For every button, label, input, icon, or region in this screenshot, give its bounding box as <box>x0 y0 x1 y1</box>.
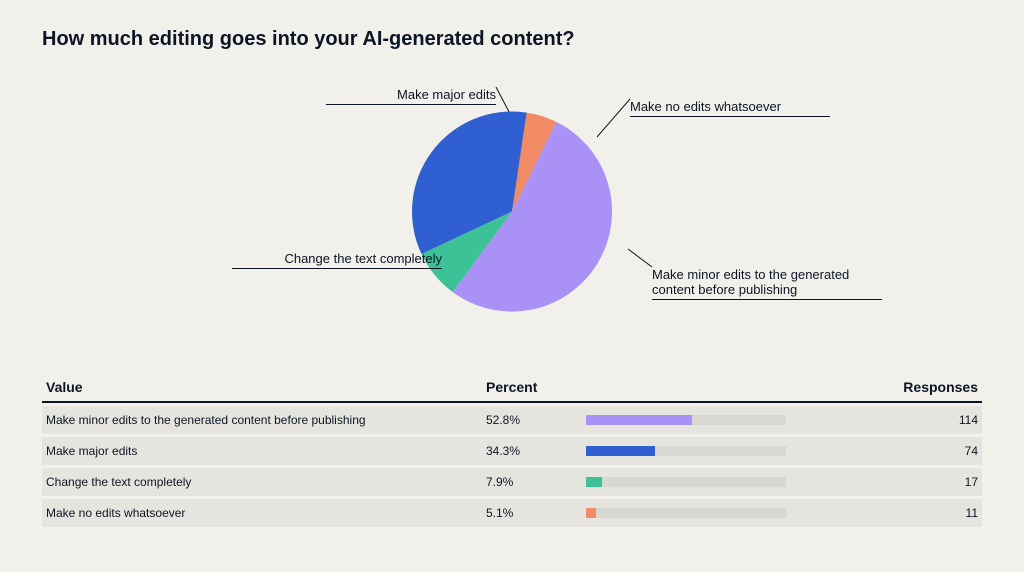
cell-responses: 17 <box>806 475 978 489</box>
table-header: Value Percent Responses <box>42 379 982 403</box>
col-header-value: Value <box>46 379 486 395</box>
cell-responses: 74 <box>806 444 978 458</box>
bar-track <box>586 446 786 456</box>
bar-track <box>586 415 786 425</box>
cell-bar <box>586 415 806 425</box>
callout-text: content before publishing <box>652 282 797 297</box>
bar-fill <box>586 446 655 456</box>
page-root: How much editing goes into your AI-gener… <box>0 0 1024 572</box>
cell-percent: 7.9% <box>486 475 586 489</box>
table-body: Make minor edits to the generated conten… <box>42 406 982 527</box>
col-header-responses: Responses <box>806 379 978 395</box>
callout-text: Make no edits whatsoever <box>630 99 781 114</box>
cell-value: Change the text completely <box>46 475 486 489</box>
callout-change_all: Change the text completely <box>232 251 442 269</box>
table-row: Make minor edits to the generated conten… <box>42 406 982 434</box>
table-row: Change the text completely7.9% 17 <box>42 468 982 496</box>
cell-bar <box>586 446 806 456</box>
chart-title: How much editing goes into your AI-gener… <box>42 28 982 51</box>
col-header-percent: Percent <box>486 379 586 395</box>
results-table: Value Percent Responses Make minor edits… <box>42 379 982 527</box>
bar-track <box>586 508 786 518</box>
callout-rule <box>630 116 830 117</box>
cell-bar <box>586 508 806 518</box>
callout-rule <box>232 268 442 269</box>
callout-text: Change the text completely <box>284 251 442 266</box>
table-row: Make major edits34.3% 74 <box>42 437 982 465</box>
pie-chart <box>412 112 612 317</box>
callout-rule <box>326 104 496 105</box>
cell-percent: 5.1% <box>486 506 586 520</box>
callout-rule <box>652 299 882 300</box>
cell-bar <box>586 477 806 487</box>
cell-value: Make minor edits to the generated conten… <box>46 413 486 427</box>
bar-fill <box>586 508 596 518</box>
table-row: Make no edits whatsoever5.1% 11 <box>42 499 982 527</box>
callout-text: Make major edits <box>397 87 496 102</box>
cell-percent: 52.8% <box>486 413 586 427</box>
leader-minor_edits <box>628 249 652 267</box>
cell-responses: 114 <box>806 413 978 427</box>
callout-text: Make minor edits to the generated <box>652 267 849 282</box>
callout-no_edits: Make no edits whatsoever <box>630 99 830 117</box>
callout-major_edits: Make major edits <box>326 87 496 105</box>
pie-chart-area: Make major edits Make no edits whatsoever… <box>42 69 982 359</box>
cell-value: Make no edits whatsoever <box>46 506 486 520</box>
bar-fill <box>586 477 602 487</box>
cell-percent: 34.3% <box>486 444 586 458</box>
bar-fill <box>586 415 692 425</box>
cell-responses: 11 <box>806 506 978 520</box>
callout-minor_edits: Make minor edits to the generatedcontent… <box>652 267 882 300</box>
bar-track <box>586 477 786 487</box>
cell-value: Make major edits <box>46 444 486 458</box>
